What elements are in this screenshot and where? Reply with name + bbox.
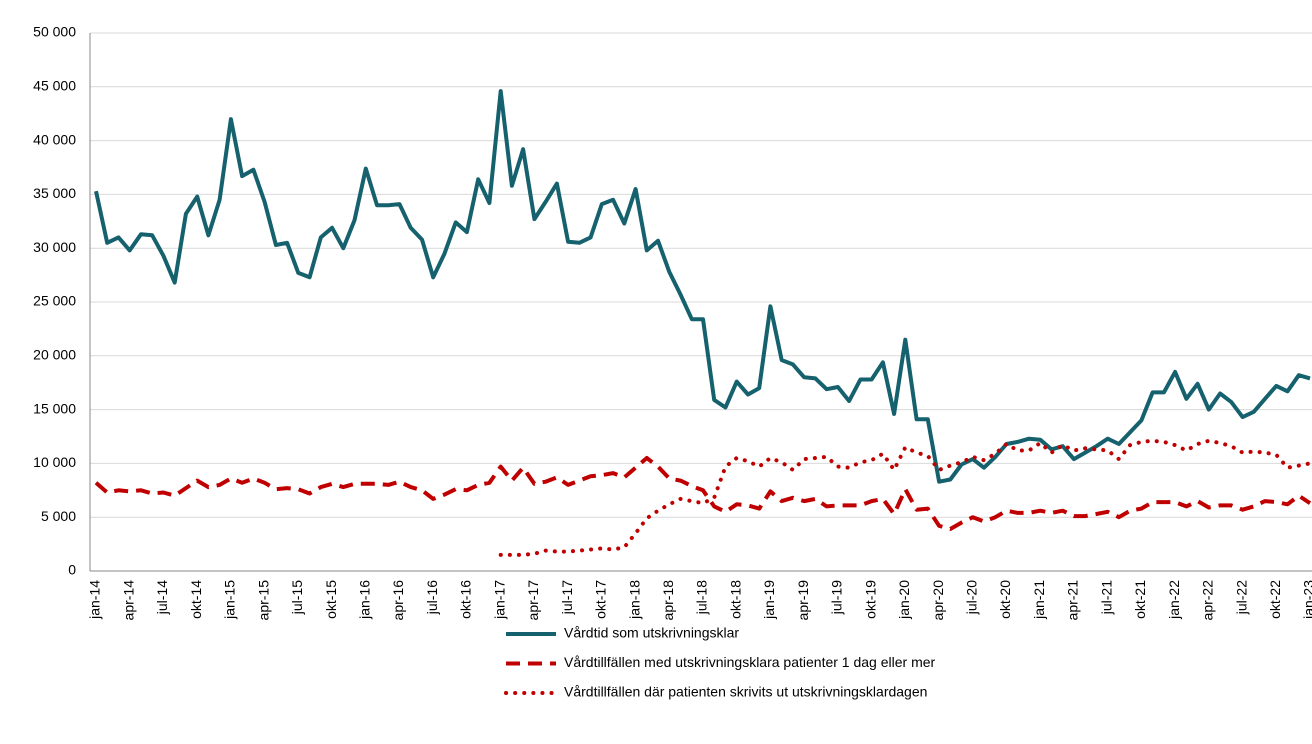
x-tick-label: okt-20 xyxy=(997,580,1013,619)
x-tick-label: jan-19 xyxy=(761,580,777,620)
x-tick-label: jul-15 xyxy=(289,580,305,615)
x-tick-label: okt-16 xyxy=(458,580,474,619)
y-tick-label: 30 000 xyxy=(33,239,76,255)
y-tick-label: 0 xyxy=(68,562,76,578)
x-tick-label: jan-18 xyxy=(626,580,642,620)
x-tick-label: okt-19 xyxy=(862,580,878,619)
x-tick-label: okt-18 xyxy=(727,580,743,619)
x-tick-label: jan-14 xyxy=(87,580,103,620)
series-line xyxy=(498,438,1312,557)
x-tick-label: jan-20 xyxy=(896,580,912,620)
x-tick-label: okt-17 xyxy=(593,580,609,619)
y-tick-label: 20 000 xyxy=(33,347,76,363)
x-tick-label: okt-14 xyxy=(188,580,204,619)
x-tick-label: apr-15 xyxy=(255,580,271,621)
y-tick-label: 50 000 xyxy=(33,24,76,40)
legend-label: Vårdtillfällen där patienten skrivits ut… xyxy=(564,684,927,700)
y-tick-label: 15 000 xyxy=(33,400,76,416)
x-tick-label: jan-23 xyxy=(1301,580,1312,620)
x-tick-label: jul-21 xyxy=(1098,580,1114,615)
x-tick-label: apr-22 xyxy=(1200,580,1216,621)
y-tick-label: 40 000 xyxy=(33,131,76,147)
x-tick-label: jul-20 xyxy=(963,580,979,615)
x-tick-label: apr-20 xyxy=(930,580,946,621)
x-tick-label: apr-19 xyxy=(795,580,811,621)
x-tick-label: jan-22 xyxy=(1166,580,1182,620)
x-tick-label: jan-21 xyxy=(1031,580,1047,620)
x-tick-label: okt-21 xyxy=(1132,580,1148,619)
y-tick-label: 35 000 xyxy=(33,185,76,201)
x-tick-label: apr-18 xyxy=(660,580,676,621)
x-tick-label: apr-14 xyxy=(120,580,136,621)
x-tick-label: jan-17 xyxy=(491,580,507,620)
y-tick-label: 5 000 xyxy=(41,508,76,524)
x-tick-label: okt-22 xyxy=(1267,580,1283,619)
x-tick-label: jul-17 xyxy=(559,580,575,615)
x-tick-label: apr-17 xyxy=(525,580,541,621)
x-tick-label: jul-19 xyxy=(829,580,845,615)
x-tick-label: jul-22 xyxy=(1233,580,1249,615)
x-tick-label: jul-14 xyxy=(154,580,170,615)
x-tick-label: jul-18 xyxy=(694,580,710,615)
y-tick-label: 45 000 xyxy=(33,78,76,94)
y-tick-label: 10 000 xyxy=(33,454,76,470)
series-line xyxy=(94,456,1312,531)
x-tick-label: jan-15 xyxy=(222,580,238,620)
series-line xyxy=(94,89,1311,484)
x-tick-label: jul-16 xyxy=(424,580,440,615)
x-tick-label: apr-21 xyxy=(1065,580,1081,621)
legend-label: Vårdtid som utskrivningsklar xyxy=(564,625,739,641)
x-tick-label: jan-16 xyxy=(356,580,372,620)
x-tick-label: okt-15 xyxy=(323,580,339,619)
y-tick-label: 25 000 xyxy=(33,293,76,309)
legend-label: Vårdtillfällen med utskrivningsklara pat… xyxy=(564,654,936,670)
x-tick-label: apr-16 xyxy=(390,580,406,621)
